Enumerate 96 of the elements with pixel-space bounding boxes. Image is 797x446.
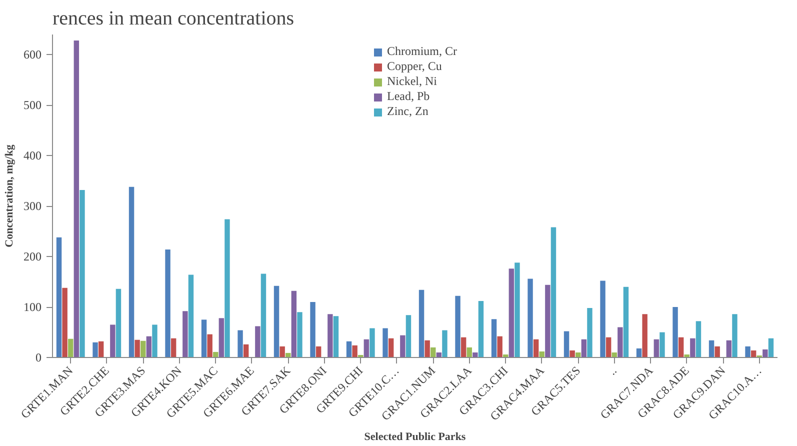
bar	[310, 302, 316, 358]
bar	[497, 336, 502, 358]
bar	[491, 319, 497, 358]
bar	[508, 268, 514, 358]
bar	[238, 330, 243, 358]
bar	[745, 346, 750, 358]
bar	[274, 286, 280, 358]
bar	[564, 331, 570, 358]
y-tick-label: 500	[24, 98, 42, 112]
bar	[92, 342, 98, 358]
bar	[165, 249, 170, 358]
bar	[260, 274, 266, 358]
bar	[316, 346, 322, 358]
y-tick-label: 300	[24, 199, 42, 214]
bar	[550, 227, 556, 358]
bar	[388, 338, 394, 358]
bar	[328, 314, 333, 358]
bar	[678, 337, 684, 358]
bar	[672, 307, 678, 358]
bar	[146, 336, 152, 358]
bar	[188, 274, 194, 358]
bar	[600, 280, 606, 358]
bar	[581, 339, 587, 358]
bar	[182, 311, 188, 358]
bar	[140, 340, 146, 358]
x-axis-title: Selected Public Parks	[364, 431, 466, 444]
bar	[455, 296, 460, 358]
bar	[400, 335, 406, 358]
bar	[606, 337, 612, 358]
bar	[442, 330, 448, 358]
bar	[68, 338, 74, 358]
y-tick-label: 200	[24, 250, 42, 264]
bar	[533, 339, 539, 358]
bar	[587, 308, 592, 358]
bar	[56, 237, 62, 358]
bar	[116, 288, 122, 358]
bar	[406, 315, 412, 358]
y-tick-label: 600	[24, 48, 42, 62]
bar	[570, 350, 575, 358]
bar	[98, 341, 104, 358]
bar	[170, 338, 176, 358]
bar	[80, 190, 85, 358]
text: rences in mean concentrations	[52, 8, 294, 30]
bar	[642, 314, 648, 358]
bar	[418, 290, 424, 358]
bar	[472, 352, 478, 358]
bar	[255, 326, 260, 358]
bar	[280, 346, 285, 358]
bar	[352, 345, 358, 358]
y-tick-label: 0	[36, 350, 42, 364]
bar	[152, 324, 158, 358]
bar	[62, 288, 68, 358]
bar	[201, 320, 207, 358]
bar	[690, 338, 696, 358]
bar	[243, 344, 249, 358]
bar	[424, 340, 430, 358]
bar	[732, 314, 738, 358]
bar	[134, 340, 140, 358]
bar	[430, 347, 436, 358]
legend-label: Zinc, Zn	[386, 104, 428, 119]
bar	[478, 300, 484, 358]
bar	[696, 321, 702, 358]
bar	[528, 278, 533, 358]
bar	[714, 346, 720, 358]
bar	[623, 286, 629, 358]
bar	[466, 347, 472, 358]
bar	[110, 324, 116, 358]
legend-label: Lead, Pb	[386, 89, 430, 104]
bar	[333, 316, 339, 358]
y-tick-label: 400	[24, 148, 42, 163]
bar	[726, 340, 732, 358]
bar	[708, 340, 714, 358]
bar	[618, 327, 623, 358]
legend-label: Chromium, Cr	[386, 44, 458, 59]
bar	[762, 349, 768, 358]
bar	[207, 334, 212, 358]
bar	[654, 339, 660, 358]
bar	[128, 186, 134, 358]
legend-label: Nickel, Ni	[386, 74, 437, 89]
bar	[224, 219, 230, 358]
y-axis-title: Concentration, mg/kg	[4, 144, 16, 248]
bar	[297, 312, 302, 358]
bar	[370, 328, 375, 358]
y-tick-label: 100	[24, 300, 42, 314]
bar	[514, 262, 520, 358]
bar	[545, 284, 550, 358]
bar	[660, 332, 665, 358]
bar	[382, 328, 388, 358]
bar	[364, 339, 370, 358]
bar	[460, 337, 466, 358]
bar	[346, 341, 352, 358]
bar	[74, 40, 80, 358]
bar	[768, 338, 774, 358]
legend-label: Copper, Cu	[386, 59, 442, 74]
bar	[218, 318, 224, 358]
bar	[291, 290, 297, 358]
